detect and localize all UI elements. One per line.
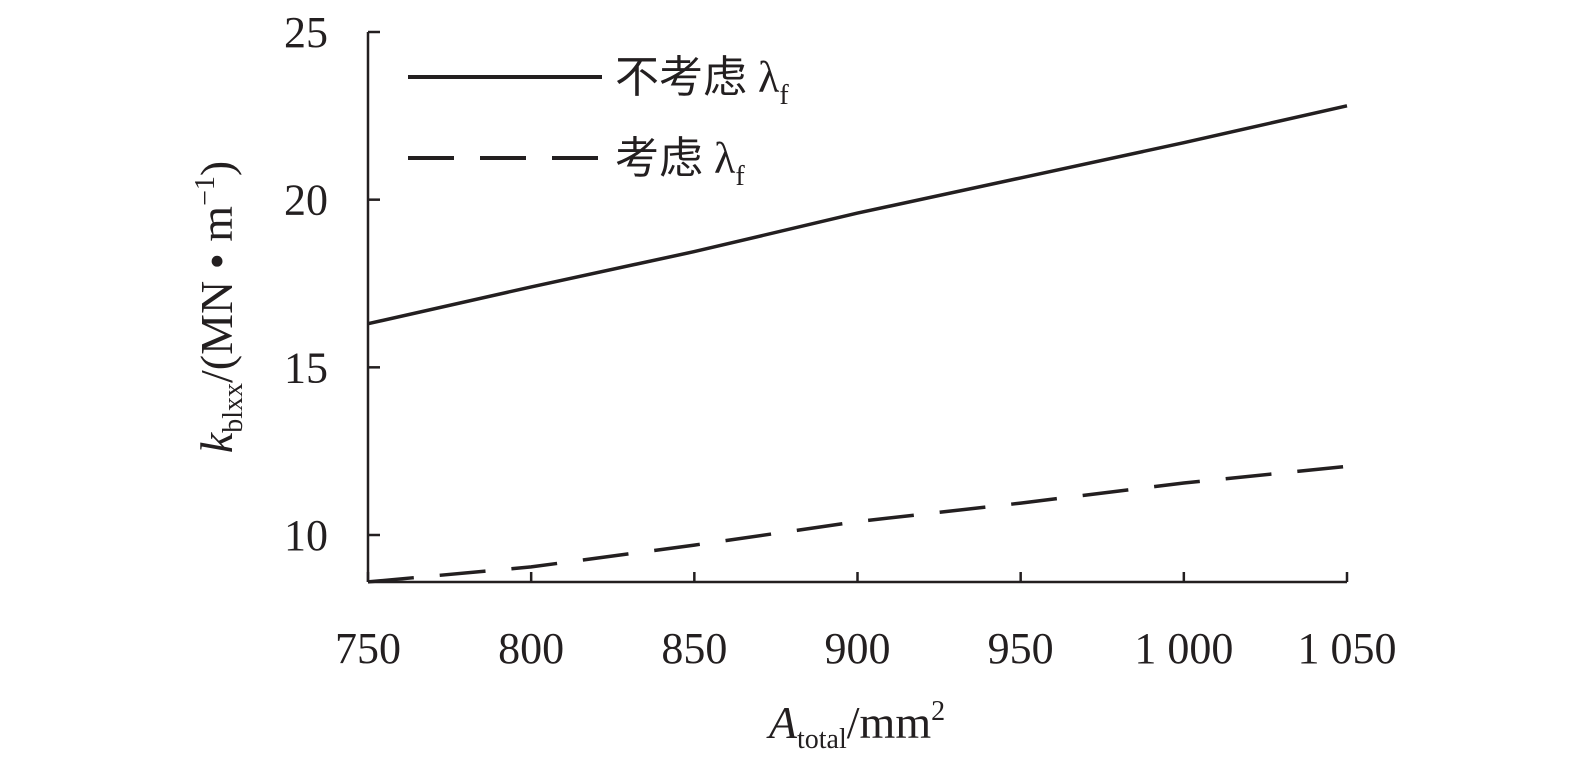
legend-label-series-1: 考虑 λf [615,134,745,192]
x-tick-label: 750 [335,624,401,673]
series-line-0 [367,104,1348,326]
series-lines [367,104,1348,584]
y-tick-label: 25 [284,8,328,57]
x-tick-label: 800 [498,624,564,673]
y-tick-label: 20 [284,176,328,225]
x-ticks: 750 800 850 900 950 1 000 1 050 [335,572,1397,673]
x-axis-label: Atotal/mm2 [766,696,945,755]
y-ticks: 10 15 20 25 [284,8,380,560]
y-tick-label: 10 [284,511,328,560]
x-tick-label: 1 050 [1298,624,1397,673]
y-tick-label: 15 [284,343,328,392]
legend-label-series-0: 不考虑 λf [615,53,789,111]
axes [366,32,1347,584]
y-axis-label: kblxx/(MN • m−1) [190,161,249,453]
x-tick-label: 850 [661,624,727,673]
x-tick-label: 950 [988,624,1054,673]
x-tick-label: 900 [825,624,891,673]
x-tick-label: 1 000 [1134,624,1233,673]
series-line-1 [367,464,1348,584]
legend: 不考虑 λf 考虑 λf [408,53,789,192]
